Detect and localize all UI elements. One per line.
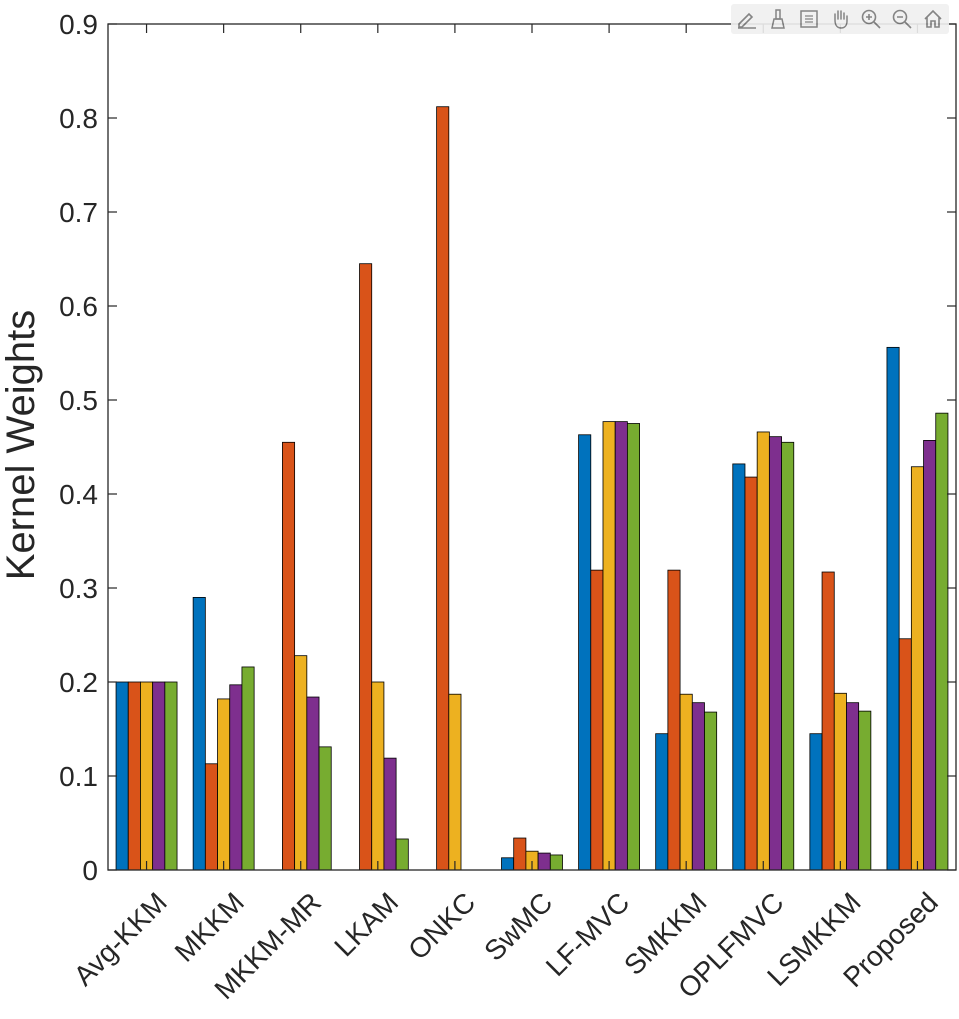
edit-icon[interactable] (734, 6, 760, 32)
bar-oplfmvc-4 (768, 436, 782, 871)
bar-lsmkkm-2 (821, 571, 835, 871)
datatip-icon[interactable] (796, 6, 822, 32)
bar-onkc-3 (448, 693, 462, 871)
bar-avg-kkm-3 (140, 681, 154, 871)
bar-smkkm-4 (691, 702, 705, 871)
zoom-out-icon[interactable] (889, 6, 915, 32)
pan-icon[interactable] (827, 6, 853, 32)
bar-lsmkkm-3 (833, 692, 847, 871)
bars-layer (115, 106, 949, 871)
bar-proposed-4 (923, 440, 937, 871)
bar-proposed-1 (886, 346, 900, 871)
y-tick-label: 0.6 (59, 291, 98, 322)
bar-lf-mvc-1 (578, 434, 592, 871)
bar-swmc-5 (549, 854, 563, 871)
bar-proposed-5 (935, 412, 949, 871)
bar-mkkm-4 (229, 684, 243, 871)
bar-mkkm-5 (241, 666, 255, 871)
bar-lkam-5 (395, 838, 409, 871)
x-category-label: ONKC (402, 886, 481, 965)
bar-lf-mvc-5 (626, 423, 640, 871)
bar-mkkm-1 (192, 597, 206, 871)
y-tick-label: 0 (82, 855, 98, 886)
bar-smkkm-1 (655, 733, 669, 871)
y-tick-label: 0.2 (59, 667, 98, 698)
bar-lkam-3 (371, 681, 385, 871)
bar-avg-kkm-5 (164, 681, 178, 871)
x-category-label: LF-MVC (540, 886, 636, 982)
y-tick-label: 0.5 (59, 385, 98, 416)
bar-oplfmvc-3 (756, 431, 770, 871)
bar-oplfmvc-5 (781, 441, 795, 871)
y-tick-label: 0.1 (59, 761, 98, 792)
bar-lf-mvc-3 (602, 421, 616, 871)
axes-toolbar (731, 4, 949, 34)
brush-icon[interactable] (765, 6, 791, 32)
y-tick-label: 0.9 (59, 9, 98, 40)
bar-avg-kkm-1 (115, 681, 129, 871)
x-category-label: Avg-KKM (68, 886, 173, 991)
bar-lkam-2 (359, 263, 373, 871)
bar-swmc-4 (537, 852, 551, 871)
bar-lkam-4 (383, 757, 397, 871)
y-tick-label: 0.8 (59, 103, 98, 134)
bar-lf-mvc-2 (590, 569, 604, 871)
bar-lsmkkm-1 (809, 733, 823, 871)
bar-avg-kkm-4 (152, 681, 166, 871)
x-category-label: LKAM (328, 886, 404, 962)
bar-lsmkkm-5 (858, 710, 872, 871)
y-tick-label: 0.3 (59, 573, 98, 604)
bar-smkkm-3 (679, 693, 693, 871)
bar-smkkm-5 (704, 711, 718, 871)
bar-swmc-1 (501, 857, 515, 871)
bar-oplfmvc-1 (732, 463, 746, 871)
bar-mkkm-mr-2 (282, 441, 296, 871)
bar-lf-mvc-4 (614, 421, 628, 871)
bar-mkkm-2 (204, 763, 218, 871)
y-tick-label: 0.4 (59, 479, 98, 510)
y-axis-label: Kernel Weights (0, 310, 43, 581)
bar-mkkm-mr-5 (318, 746, 332, 871)
home-icon[interactable] (920, 6, 946, 32)
bar-mkkm-mr-3 (294, 655, 308, 871)
zoom-in-icon[interactable] (858, 6, 884, 32)
bar-proposed-3 (910, 466, 924, 871)
bar-mkkm-3 (217, 698, 231, 871)
bar-lsmkkm-4 (846, 702, 860, 871)
bar-onkc-2 (436, 106, 450, 871)
bar-avg-kkm-2 (127, 681, 141, 871)
y-tick-label: 0.7 (59, 197, 98, 228)
bar-proposed-2 (898, 638, 912, 871)
bar-oplfmvc-2 (744, 476, 758, 871)
bar-mkkm-mr-4 (306, 696, 320, 871)
bar-swmc-2 (513, 837, 527, 871)
bar-smkkm-2 (667, 569, 681, 871)
